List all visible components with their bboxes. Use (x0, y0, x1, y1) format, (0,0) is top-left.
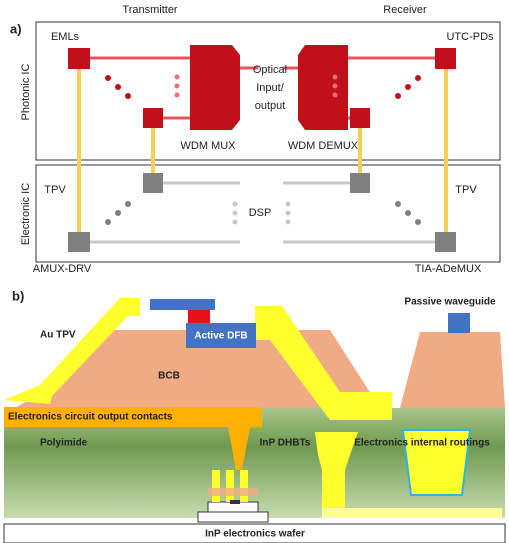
emls-label: EMLs (51, 31, 80, 43)
optical-io-label: Input/ (256, 82, 284, 94)
tia-ademux-label: TIA-ADeMUX (415, 263, 482, 275)
eml-square (68, 48, 90, 69)
optical-io-label: Optical (253, 64, 287, 76)
wdm-mux (190, 45, 240, 130)
au-contact (150, 299, 215, 310)
panel-label: a) (10, 21, 22, 36)
dsp-label: DSP (249, 207, 272, 219)
wafer-label: InP electronics wafer (205, 529, 305, 540)
active-dfb-label: Active DFB (194, 331, 247, 342)
output-contacts-label: Electronics circuit output contacts (8, 412, 173, 423)
panel-b: b) Passive waveguide Au TPV Active DFB B… (4, 288, 505, 543)
polyimide-label: Polyimide (40, 438, 88, 449)
panel-a: a) Transmitter Receiver Photonic IC Elec… (10, 4, 500, 275)
passive-waveguide (448, 313, 470, 333)
pd-square (350, 108, 370, 128)
amux-drv-label: AMUX-DRV (33, 263, 92, 275)
bcb-right (400, 332, 505, 408)
panel-label: b) (12, 288, 24, 303)
transmitter-label: Transmitter (122, 4, 178, 16)
output-contacts (256, 407, 262, 427)
passive-waveguide-label: Passive waveguide (404, 297, 496, 308)
wdm-mux-label: WDM MUX (181, 140, 237, 152)
eml-square (143, 108, 163, 128)
wdm-demux (298, 45, 348, 130)
internal-routings-label: Electronics internal routings (354, 438, 490, 449)
routing-base (322, 508, 502, 518)
optical-io-label: output (255, 100, 286, 112)
photonic-ic-label: Photonic IC (20, 64, 32, 121)
tpv-label: TPV (44, 184, 66, 196)
utc-pds-label: UTC-PDs (446, 31, 494, 43)
tpv-label: TPV (455, 184, 477, 196)
pd-square (435, 48, 456, 69)
receiver-label: Receiver (383, 4, 427, 16)
inp-dhbts-label: InP DHBTs (260, 438, 311, 449)
au-tpv-label: Au TPV (40, 330, 76, 341)
electronic-ic-label: Electronic IC (20, 183, 32, 245)
wdm-demux-label: WDM DEMUX (288, 140, 359, 152)
figure: a) Transmitter Receiver Photonic IC Elec… (0, 0, 509, 543)
bcb-label: BCB (158, 371, 180, 382)
